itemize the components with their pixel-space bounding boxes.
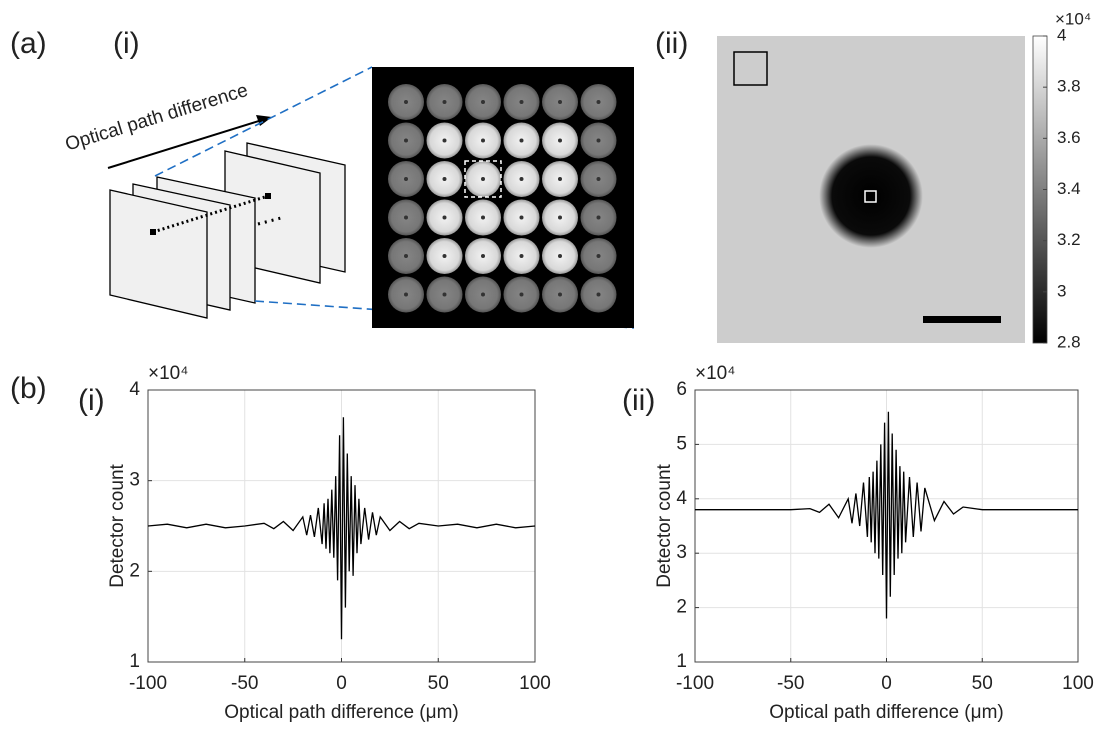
x-tick-label: -100 xyxy=(129,673,167,694)
cell-center xyxy=(404,138,408,143)
panel-label: (a) xyxy=(10,27,47,60)
cell-center xyxy=(596,138,601,143)
roi-box xyxy=(733,51,768,86)
cell-center xyxy=(481,177,485,181)
y-tick-label: 3 xyxy=(676,542,687,563)
cell-array xyxy=(388,84,617,313)
y-axis-label: Detector count xyxy=(654,464,675,588)
pixel xyxy=(150,229,156,235)
arrow-label: Optical path difference xyxy=(63,80,251,156)
x-tick-label: 0 xyxy=(881,673,892,694)
cell-center xyxy=(404,292,408,297)
cell-center xyxy=(558,254,562,258)
x-tick-label: 50 xyxy=(428,673,449,694)
colorbar-tick-label: 4 xyxy=(1057,25,1066,44)
dark-spot xyxy=(819,144,923,248)
colorbar-tick-label: 3.6 xyxy=(1057,128,1081,147)
cell-center xyxy=(442,177,447,181)
colorbar-tick-label: 3.8 xyxy=(1057,77,1081,96)
colorbar-tick-label: 3 xyxy=(1057,281,1066,300)
cell-center xyxy=(404,177,408,181)
y-tick-label: 2 xyxy=(129,560,140,581)
cell-center xyxy=(519,215,524,220)
scale-bar xyxy=(923,316,1001,323)
cell-center xyxy=(442,138,447,143)
pixel xyxy=(265,193,271,199)
cell-center xyxy=(596,100,601,104)
y-tick-label: 2 xyxy=(676,597,687,618)
x-tick-label: 50 xyxy=(972,673,993,694)
y-tick-label: 4 xyxy=(129,379,140,400)
y-tick-label: 4 xyxy=(676,488,687,509)
cell-center xyxy=(519,177,524,181)
cell-center xyxy=(442,292,447,297)
cell-center xyxy=(442,254,447,258)
cell-center xyxy=(558,215,562,220)
cell-center xyxy=(596,215,601,220)
x-axis-label: Optical path difference (μm) xyxy=(224,702,458,723)
cell-center xyxy=(596,254,601,258)
cell-center xyxy=(442,215,447,220)
panel-label: (i) xyxy=(78,384,105,417)
axis-multiplier: ×10⁴ xyxy=(695,363,735,384)
colorbar-tick-label: 3.4 xyxy=(1057,179,1081,198)
cell-center xyxy=(404,215,408,220)
y-tick-label: 3 xyxy=(129,470,140,491)
plot-frame xyxy=(694,389,1079,663)
cell-center xyxy=(519,100,524,104)
y-axis-label: Detector count xyxy=(107,464,128,588)
data-line xyxy=(695,411,1078,619)
panel-label: (i) xyxy=(113,27,140,60)
cell-center xyxy=(481,215,485,220)
data-line xyxy=(147,417,536,640)
colorbar-tick-label: 3.2 xyxy=(1057,230,1081,249)
x-tick-label: 0 xyxy=(336,673,347,694)
cell-center xyxy=(442,100,447,104)
plane xyxy=(109,189,208,319)
axis-multiplier: ×10⁴ xyxy=(148,363,188,384)
cell-center xyxy=(558,292,562,297)
cell-center xyxy=(404,254,408,258)
panel-label: (ii) xyxy=(622,384,655,417)
plane-stack xyxy=(109,142,346,319)
cell-center xyxy=(481,254,485,258)
cell-center xyxy=(596,177,601,181)
y-tick-label: 1 xyxy=(676,651,687,672)
x-tick-label: 100 xyxy=(1062,673,1094,694)
cell-center xyxy=(558,100,562,104)
cell-center xyxy=(519,138,524,143)
cell-center xyxy=(404,100,408,104)
x-tick-label: 100 xyxy=(519,673,551,694)
cell-center xyxy=(558,138,562,143)
cell-center xyxy=(519,254,524,258)
colorbar-ticks: 2.8 3 3.2 3.4 3.6 3.8 4 xyxy=(1043,25,1081,351)
cell-center xyxy=(519,292,524,297)
x-tick-label: -50 xyxy=(231,673,258,694)
cell-center xyxy=(558,177,562,181)
x-tick-label: -100 xyxy=(676,673,714,694)
arrow xyxy=(107,119,263,169)
cell-center xyxy=(481,292,485,297)
panel-label: (ii) xyxy=(655,27,688,60)
y-tick-label: 5 xyxy=(676,433,687,454)
y-tick-label: 1 xyxy=(129,651,140,672)
zoom-line xyxy=(154,66,373,177)
x-tick-label: -50 xyxy=(777,673,804,694)
colorbar-tick-label: 2.8 xyxy=(1057,332,1081,351)
cell-center xyxy=(596,292,601,297)
panel-label: (b) xyxy=(10,372,47,405)
roi-box xyxy=(864,190,877,203)
y-tick-label: 6 xyxy=(676,379,687,400)
colorbar-multiplier: ×10⁴ xyxy=(1055,9,1091,28)
selection-box xyxy=(464,160,502,198)
cell-center xyxy=(481,100,485,104)
path-line xyxy=(152,194,269,234)
cell-center xyxy=(481,138,485,143)
x-axis-label: Optical path difference (μm) xyxy=(769,702,1003,723)
